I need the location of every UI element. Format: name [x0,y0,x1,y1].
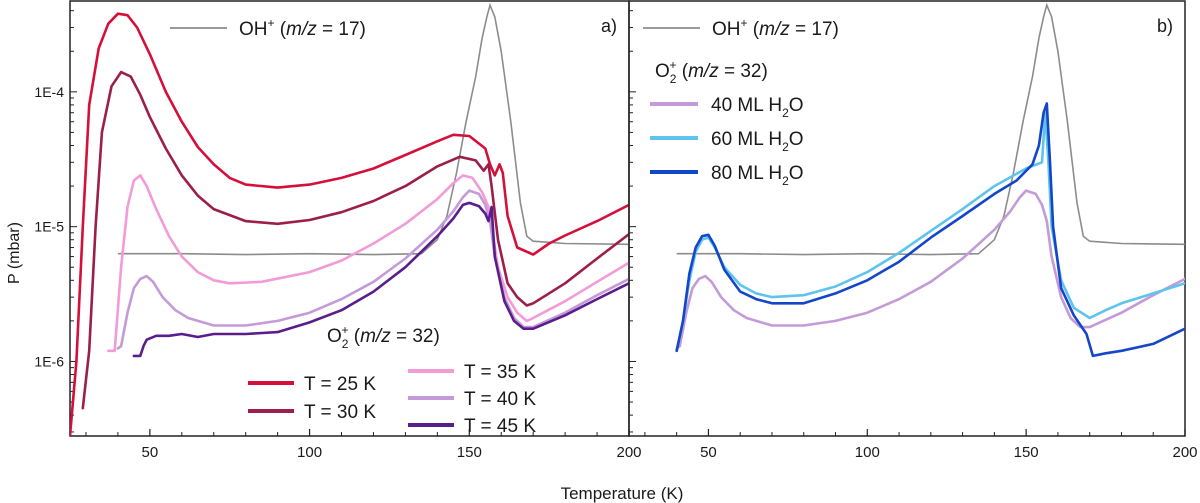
legend-title-o2: O2+ (m/z = 32) [655,58,768,86]
legend-label: T = 35 K [464,362,536,383]
series-line-2 [107,174,629,353]
legend-label: 60 ML H2O [711,129,804,154]
series-line-3 [116,189,629,350]
legend-label: T = 30 K [304,402,376,423]
x-tick-label: 100 [855,444,880,461]
y-tick-label: 1E-4 [34,84,64,100]
x-tick-label: 50 [142,444,159,461]
series-line-0 [675,189,1185,350]
series-line-1 [675,111,1185,353]
x-tick-label: 150 [457,444,482,461]
y-axis-label: P (mbar) [6,222,23,284]
panel-b: 50 100 150 200 b) OH+ (m/z = 17) O2+ (m/z = 32… [628,0,1198,461]
legend-label-oh: OH+ (m/z = 17) [239,16,366,40]
y-tick-label: 1E-6 [34,353,64,369]
curves [70,2,629,436]
series-line-0 [70,12,629,436]
legend-label: 80 ML H2O [711,163,804,188]
legend-title-o2: O2+ (m/z = 32) [327,323,440,351]
panel-a: 50 100 150 200 1E-4 1E-5 1E-6 a) OH+ (m/z = 17) O… [34,0,642,461]
legend-label: 40 ML H2O [711,95,804,120]
series-line-1 [81,70,629,410]
series-line-4 [132,201,629,358]
legend-label-oh: OH+ (m/z = 17) [712,16,839,40]
plot-frame [628,0,1186,437]
series-line-oh [117,2,629,256]
curves [675,2,1185,358]
legend-label: T = 25 K [304,374,376,395]
x-tick-label: 200 [1172,444,1197,461]
panel-label: b) [1157,16,1173,36]
legend-label: T = 40 K [464,389,536,410]
x-tick-label: 50 [700,444,717,461]
legend-label: T = 45 K [464,416,536,437]
x-axis-label: Temperature (K) [561,484,684,503]
x-tick-label: 150 [1014,444,1039,461]
panel-label: a) [601,16,617,36]
y-tick-label: 1E-5 [34,219,64,235]
x-tick-label: 100 [297,444,322,461]
x-tick-label: 200 [616,444,641,461]
series-line-2 [675,102,1185,358]
